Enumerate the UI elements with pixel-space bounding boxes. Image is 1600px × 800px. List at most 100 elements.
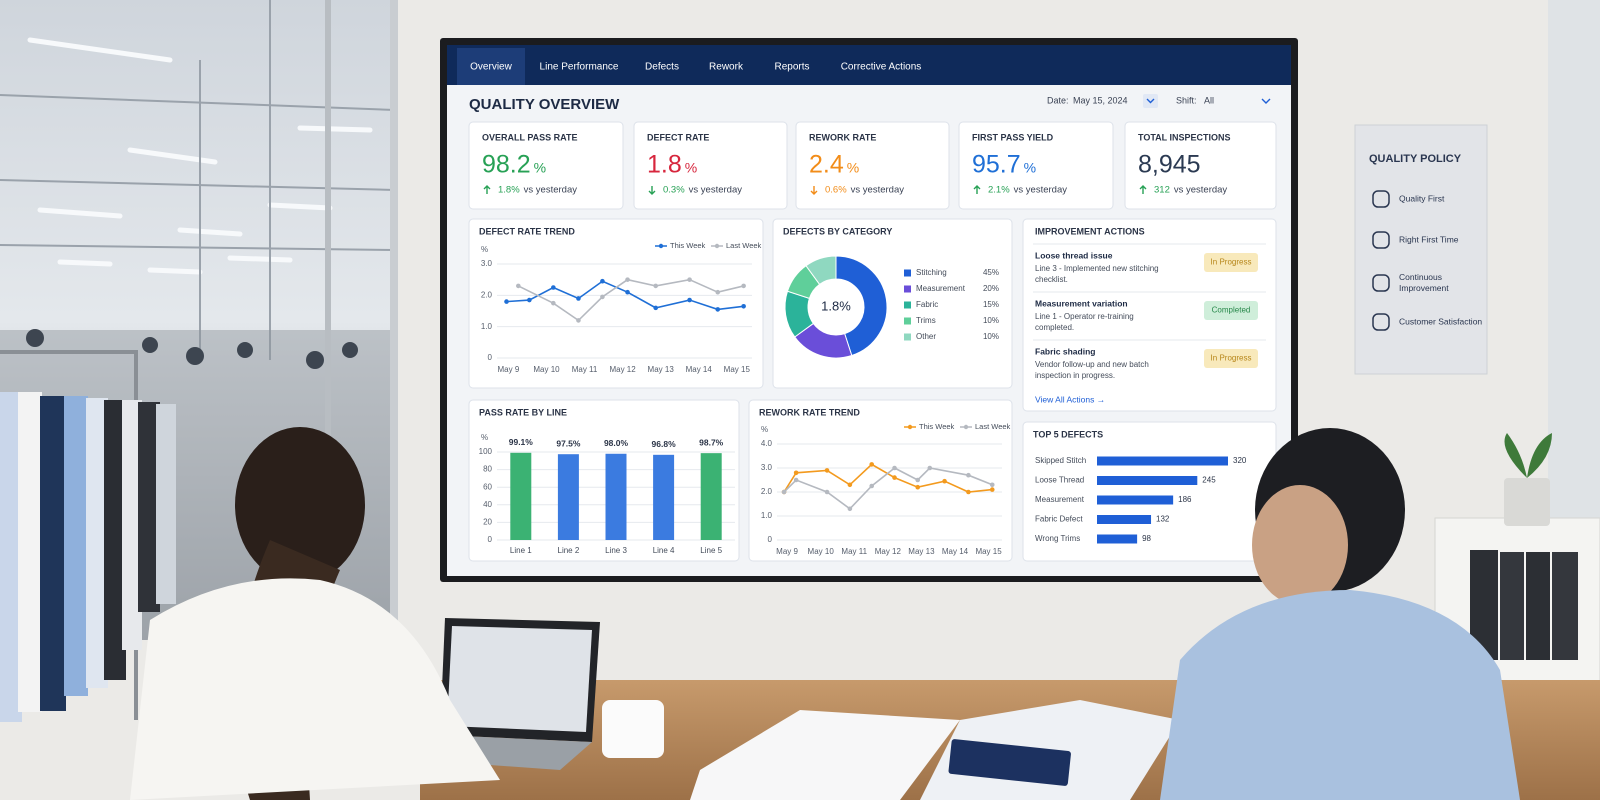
- x-tick-label: May 11: [841, 547, 867, 556]
- data-point: [942, 478, 947, 484]
- chart-title: REWORK RATE TREND: [759, 407, 860, 417]
- pie-center-label: 1.8%: [821, 298, 851, 313]
- policy-item: Continuous: [1399, 272, 1442, 282]
- category-label: Loose Thread: [1035, 476, 1084, 485]
- y-tick-label: 60: [483, 482, 492, 491]
- y-tick-label: 1.0: [761, 511, 773, 520]
- date-value[interactable]: May 15, 2024: [1073, 95, 1128, 105]
- data-point: [781, 489, 787, 495]
- kpi-note: vs yesterday: [1174, 185, 1228, 196]
- x-tick-label: May 12: [875, 547, 902, 556]
- kpi-label: DEFECT RATE: [647, 132, 709, 142]
- legend-dot: [714, 243, 720, 249]
- nav-item[interactable]: Reports: [774, 62, 809, 73]
- status-label: Completed: [1212, 306, 1251, 315]
- action-title: Loose thread issue: [1035, 250, 1113, 260]
- kpi-change: 2.1%: [988, 185, 1010, 196]
- x-tick-label: May 10: [533, 365, 560, 374]
- kpi-change: 0.6%: [825, 185, 847, 196]
- shift-dropdown[interactable]: [1261, 98, 1271, 104]
- legend-dot: [907, 424, 913, 430]
- data-point: [600, 294, 605, 300]
- kpi-change: 312: [1154, 185, 1170, 196]
- data-point: [966, 489, 971, 495]
- kpi-note: vs yesterday: [851, 185, 905, 196]
- data-point: [715, 289, 721, 295]
- pie-segment: [805, 255, 837, 286]
- data-point: [915, 484, 921, 490]
- nav-item[interactable]: Rework: [709, 62, 744, 73]
- shift-value[interactable]: All: [1204, 95, 1214, 105]
- date-dropdown[interactable]: [1143, 94, 1158, 108]
- policy-item: Improvement: [1399, 283, 1449, 293]
- data-point: [653, 283, 659, 289]
- data-point: [989, 487, 995, 492]
- value-label: 320: [1233, 456, 1247, 465]
- x-tick-label: May 10: [808, 547, 835, 556]
- bar: [653, 454, 675, 540]
- chart-panel: [772, 218, 1013, 389]
- status-label: In Progress: [1211, 354, 1252, 363]
- kpi-label: TOTAL INSPECTIONS: [1138, 132, 1231, 142]
- data-point: [551, 300, 556, 306]
- nav-active: [457, 48, 525, 85]
- x-tick-label: May 14: [942, 547, 969, 556]
- chart-panel: [468, 218, 764, 389]
- bar: [557, 454, 579, 540]
- pie-segment: [835, 255, 888, 357]
- nav-item[interactable]: Defects: [645, 62, 679, 73]
- kpi-card: [1124, 121, 1277, 210]
- legend-swatch: [904, 285, 911, 293]
- action-description: Line 1 - Operator re-training: [1035, 312, 1134, 321]
- y-tick-label: 0: [488, 353, 493, 362]
- kpi-change: 0.3%: [663, 185, 685, 196]
- kpi-change: 1.8%: [498, 185, 520, 196]
- nav-item[interactable]: Overview: [470, 62, 512, 73]
- data-point: [504, 299, 509, 304]
- data-point: [653, 305, 659, 311]
- legend-label: Measurement: [916, 284, 966, 293]
- policy-item: Right First Time: [1399, 234, 1459, 244]
- chevron: [1146, 98, 1155, 104]
- trend-arrow: [648, 186, 656, 195]
- action-description: completed.: [1035, 323, 1074, 332]
- person-right: [1160, 428, 1520, 800]
- trend-arrow: [810, 186, 818, 195]
- value-label: 96.8%: [652, 439, 677, 449]
- bar: [700, 453, 722, 540]
- legend-swatch: [904, 301, 911, 309]
- clothes-rack: [0, 350, 176, 722]
- value-label: 10%: [983, 332, 999, 341]
- category-label: Measurement: [1035, 495, 1085, 504]
- data-point: [847, 506, 853, 512]
- bar: [510, 452, 532, 540]
- data-point: [625, 277, 630, 282]
- bar: [605, 453, 627, 540]
- x-tick-label: Line 2: [558, 546, 580, 555]
- page-title: QUALITY OVERVIEW: [469, 96, 620, 113]
- data-point: [576, 318, 581, 323]
- data-point: [576, 296, 581, 301]
- nav-item[interactable]: Corrective Actions: [841, 62, 922, 73]
- policy-icon: [1372, 313, 1390, 331]
- view-all-link[interactable]: View All Actions →: [1035, 394, 1105, 404]
- right-window: [1548, 0, 1600, 520]
- y-axis-label: %: [481, 245, 488, 254]
- category-label: Fabric Defect: [1035, 515, 1083, 524]
- x-tick-label: May 9: [498, 365, 520, 374]
- kpi-note: vs yesterday: [689, 185, 743, 196]
- legend-swatch: [904, 317, 911, 325]
- kpi-unit: %: [847, 160, 859, 176]
- x-tick-label: Line 5: [700, 546, 722, 555]
- nav-item[interactable]: Line Performance: [540, 62, 619, 73]
- data-point: [600, 278, 605, 284]
- legend-swatch: [904, 333, 911, 341]
- y-tick-label: 80: [483, 465, 492, 474]
- legend-dot: [963, 424, 969, 430]
- y-tick-label: 100: [479, 447, 493, 456]
- data-point: [824, 468, 830, 473]
- x-tick-label: Line 1: [510, 546, 532, 555]
- kpi-label: OVERALL PASS RATE: [482, 132, 578, 142]
- poster-board: [1354, 124, 1488, 375]
